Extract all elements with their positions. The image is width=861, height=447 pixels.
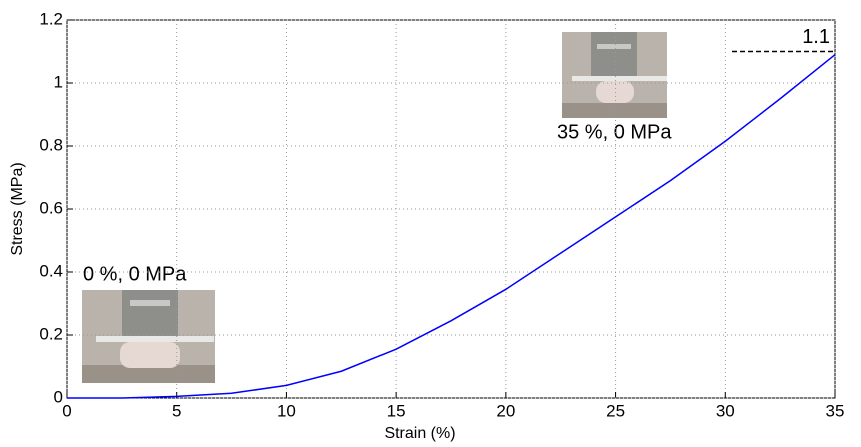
x-tick-label: 15 xyxy=(387,401,406,420)
x-tick-label: 0 xyxy=(62,401,71,420)
y-tick-label: 0.4 xyxy=(39,261,63,280)
x-tick-label: 20 xyxy=(496,401,515,420)
photo-initial xyxy=(82,290,215,383)
annotation: 0 %, 0 MPa xyxy=(83,263,187,285)
x-tick-label: 35 xyxy=(826,401,845,420)
annotation: 35 %, 0 MPa xyxy=(557,121,672,143)
y-tick-label: 1.2 xyxy=(39,9,63,28)
x-axis-label: Strain (%) xyxy=(384,425,455,442)
y-tick-label: 0.8 xyxy=(39,135,63,154)
x-tick-label: 10 xyxy=(277,401,296,420)
reference-label: 1.1 xyxy=(802,26,830,48)
x-tick-label: 30 xyxy=(716,401,735,420)
y-tick-label: 0 xyxy=(54,387,63,406)
y-tick-label: 0.6 xyxy=(39,198,63,217)
photo-final xyxy=(562,32,667,118)
y-tick-label: 0.2 xyxy=(39,324,63,343)
x-tick-label: 5 xyxy=(172,401,181,420)
y-tick-label: 1 xyxy=(54,72,63,91)
y-axis-label: Stress (MPa) xyxy=(9,162,26,255)
x-tick-label: 25 xyxy=(606,401,625,420)
data-line xyxy=(67,54,836,399)
